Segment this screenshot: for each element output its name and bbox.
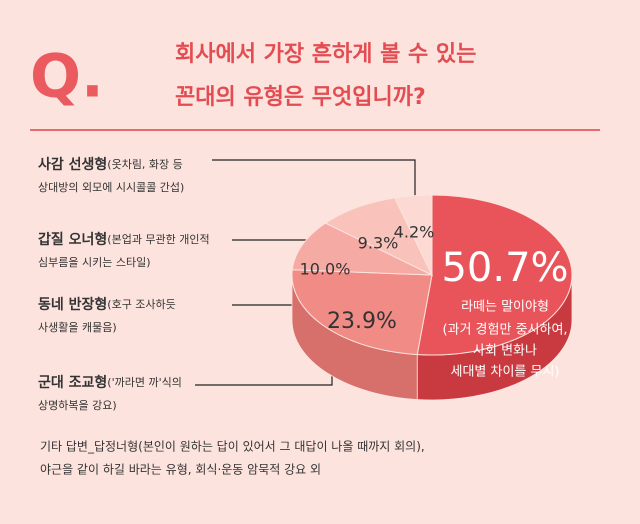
category-label: 라떼는 말이야형: [461, 300, 549, 315]
category-label-line: 갑질 오너형(본업과 무관한 개인적: [38, 231, 210, 248]
slice: [394, 194, 433, 276]
pie: [291, 194, 573, 401]
category-label-line: 사감 선생형(옷차림, 화장 등: [38, 156, 183, 173]
value-label: 10.0%: [300, 260, 351, 279]
category-description: 세대별 차이를 무시): [450, 365, 559, 380]
category-label: 사감 선생형: [38, 156, 107, 173]
category-description: 심부름을 시키는 스타일): [38, 255, 150, 269]
category-label: 군대 조교형: [38, 374, 107, 391]
category-description: 상대방의 외모에 시시콜콜 간섭): [38, 181, 184, 194]
category-description: (호구 조사하듯: [107, 297, 176, 311]
category-description: (본업과 무관한 개인적: [107, 233, 209, 246]
category-description: ('까라면 까'식의: [107, 376, 182, 389]
category-description: (옷차림, 화장 등: [107, 158, 183, 171]
category-label-line: 군대 조교형('까라면 까'식의: [38, 374, 182, 391]
value-label: 9.3%: [358, 234, 399, 253]
labels: 50.7% 23.9% 10.0% 9.3%4.2% 라떼는 말이야형 (과거 경험만 중…: [38, 156, 569, 412]
category-label-line: 동네 반장형(호구 조사하듯: [38, 296, 176, 313]
category-description: (과거 경험만 중시하여,: [442, 323, 567, 338]
value-label: 4.2%: [394, 223, 435, 242]
note: 기타 답변_답정너형(본인이 원하는 답이 있어서 그 대답이 나올 때까지 회…: [40, 440, 425, 454]
category-label: 갑질 오너형: [38, 231, 107, 248]
note: 야근을 같이 하길 바라는 유형, 회식·운동 암묵적 강요 외: [40, 463, 321, 477]
slice: [291, 269, 433, 356]
title-line: 회사에서 가장 흔하게 볼 수 있는: [175, 42, 476, 67]
slice: [324, 197, 434, 277]
category-label: 동네 반장형: [38, 296, 107, 313]
value-label: 50.7%: [441, 245, 568, 291]
badge: Q.: [30, 42, 104, 112]
slice: [416, 194, 573, 356]
category-description: 상명하복을 강요): [38, 398, 117, 412]
category-description: 사생활을 캐물음): [38, 320, 117, 334]
title-line: 꼰대의 유형은 무엇입니까?: [175, 85, 426, 110]
value-label: 23.9%: [327, 309, 397, 334]
slice: [291, 222, 433, 276]
category-description: 사회 변화나: [473, 344, 537, 359]
